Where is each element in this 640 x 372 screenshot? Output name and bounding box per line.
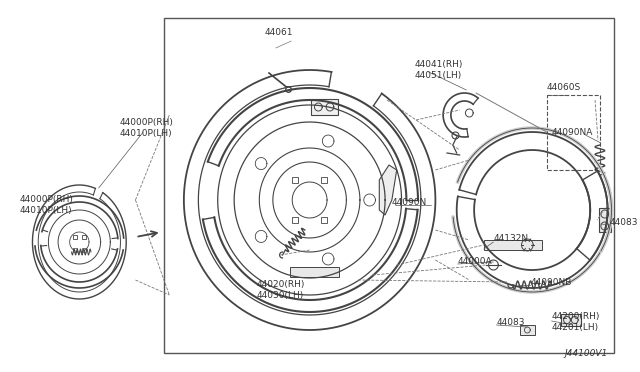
Text: 44041(RH)
44051(LH): 44041(RH) 44051(LH): [414, 60, 463, 80]
Text: 44000P(RH)
44010P(LH): 44000P(RH) 44010P(LH): [19, 195, 73, 215]
Text: 44090NA: 44090NA: [552, 128, 593, 137]
Text: 44083: 44083: [497, 318, 525, 327]
Polygon shape: [380, 165, 397, 215]
Bar: [520, 325, 535, 335]
Text: 44000P(RH)
44010P(LH): 44000P(RH) 44010P(LH): [120, 118, 174, 138]
Text: 44090NB: 44090NB: [530, 278, 572, 287]
Bar: [547, 95, 600, 170]
Bar: [164, 18, 614, 353]
Text: 44060S: 44060S: [547, 83, 581, 92]
Text: 44020(RH)
44030(LH): 44020(RH) 44030(LH): [257, 280, 305, 300]
Bar: [561, 314, 580, 326]
Bar: [484, 240, 542, 250]
Text: 44090N: 44090N: [392, 198, 427, 207]
Text: 44061: 44061: [264, 28, 292, 37]
Text: 44200(RH)
44201(LH): 44200(RH) 44201(LH): [552, 312, 600, 332]
Bar: [310, 99, 338, 115]
Bar: [599, 208, 611, 232]
Bar: [291, 267, 339, 277]
Text: J44100V1: J44100V1: [564, 349, 607, 358]
Text: 44083: 44083: [609, 218, 638, 227]
Text: 44132N: 44132N: [493, 234, 529, 243]
Text: 44000A: 44000A: [458, 257, 492, 266]
